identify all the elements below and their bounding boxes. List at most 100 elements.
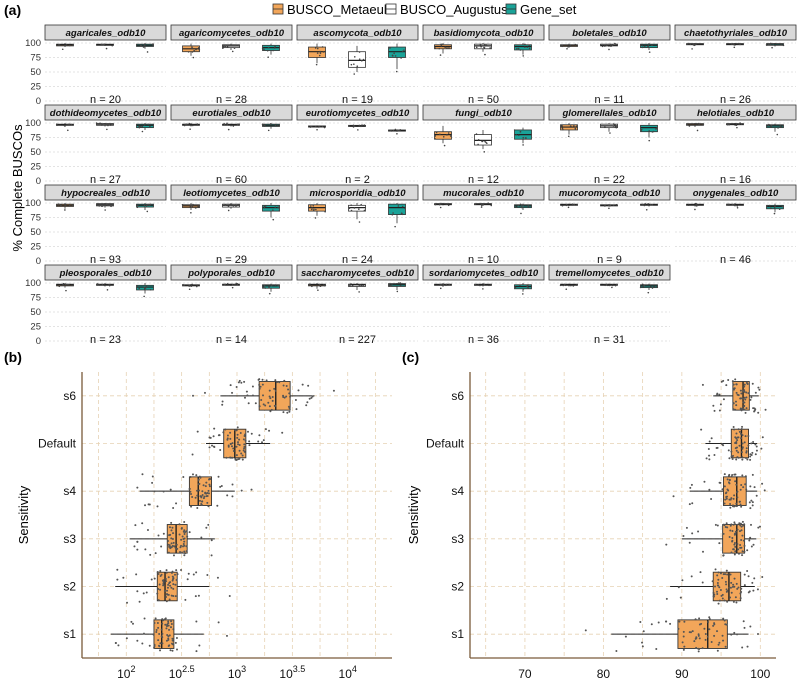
data-point bbox=[250, 488, 253, 491]
facet-strip bbox=[170, 104, 293, 121]
data-point bbox=[156, 571, 159, 574]
data-point bbox=[733, 43, 735, 46]
data-point bbox=[262, 403, 265, 406]
data-point bbox=[694, 208, 696, 211]
data-point bbox=[203, 391, 206, 394]
data-point bbox=[394, 55, 397, 57]
y-tick-label: 0 bbox=[36, 336, 41, 347]
y-tick-label: 0 bbox=[36, 96, 41, 107]
data-point bbox=[198, 489, 201, 492]
y-tick-label: s2 bbox=[63, 580, 76, 594]
data-point bbox=[746, 382, 749, 385]
data-point bbox=[722, 617, 725, 620]
data-point bbox=[739, 43, 741, 46]
data-point bbox=[489, 284, 492, 286]
data-point bbox=[731, 474, 734, 477]
sample-count: n = 22 bbox=[594, 174, 625, 186]
data-point bbox=[612, 204, 615, 206]
data-point bbox=[188, 488, 191, 491]
data-point bbox=[665, 597, 668, 600]
data-point bbox=[734, 378, 737, 381]
data-point bbox=[358, 221, 361, 223]
data-point bbox=[717, 578, 720, 581]
data-point bbox=[749, 455, 752, 458]
data-point bbox=[205, 526, 208, 529]
data-point bbox=[155, 628, 158, 631]
data-point bbox=[283, 379, 286, 382]
data-point bbox=[349, 285, 351, 287]
data-point bbox=[200, 496, 203, 499]
data-point bbox=[440, 45, 443, 47]
data-point bbox=[736, 205, 739, 207]
data-point bbox=[446, 134, 448, 136]
x-tick-label: 90 bbox=[675, 667, 689, 681]
data-point bbox=[729, 596, 732, 599]
data-point bbox=[332, 389, 335, 392]
data-point bbox=[58, 203, 60, 206]
data-point bbox=[151, 481, 154, 484]
data-point bbox=[770, 207, 772, 210]
data-point bbox=[743, 441, 746, 444]
data-point bbox=[399, 282, 402, 284]
data-point bbox=[207, 523, 210, 526]
data-point bbox=[718, 586, 721, 589]
data-point bbox=[131, 622, 134, 625]
data-point bbox=[726, 600, 729, 603]
data-point bbox=[687, 42, 690, 45]
data-point bbox=[213, 427, 216, 430]
data-point bbox=[170, 620, 173, 623]
data-point bbox=[395, 70, 398, 73]
data-point bbox=[216, 576, 219, 579]
data-point bbox=[723, 619, 726, 622]
data-point bbox=[747, 575, 750, 578]
tick-base: 10 bbox=[339, 667, 353, 681]
y-tick-label: 75 bbox=[30, 293, 41, 304]
data-point bbox=[106, 289, 109, 291]
data-point bbox=[243, 443, 246, 446]
data-point bbox=[192, 394, 195, 397]
data-point bbox=[394, 128, 397, 131]
data-point bbox=[238, 438, 241, 441]
data-point bbox=[350, 283, 352, 285]
tick-exponent: 4 bbox=[352, 664, 357, 674]
data-point bbox=[653, 286, 655, 288]
data-point bbox=[168, 544, 171, 547]
data-point bbox=[706, 635, 709, 638]
data-point bbox=[732, 583, 735, 586]
data-point bbox=[769, 43, 772, 45]
data-point bbox=[206, 501, 209, 504]
data-point bbox=[236, 426, 239, 429]
data-point bbox=[231, 456, 234, 459]
data-point bbox=[515, 206, 518, 209]
data-point bbox=[157, 599, 160, 602]
data-point bbox=[771, 46, 773, 49]
data-point bbox=[244, 439, 247, 442]
data-point bbox=[109, 124, 112, 126]
data-point bbox=[68, 44, 71, 47]
data-point bbox=[211, 444, 214, 447]
data-point bbox=[730, 581, 733, 584]
data-point bbox=[563, 283, 566, 286]
data-point bbox=[273, 387, 276, 390]
data-point bbox=[289, 395, 292, 398]
data-point bbox=[740, 427, 743, 430]
data-point bbox=[191, 495, 194, 498]
data-point bbox=[168, 526, 171, 529]
data-point bbox=[236, 44, 238, 47]
data-point bbox=[736, 436, 739, 439]
box bbox=[514, 44, 532, 51]
data-point bbox=[614, 42, 616, 45]
sample-count: n = 50 bbox=[468, 94, 499, 106]
data-point bbox=[171, 642, 174, 645]
y-tick-label: 100 bbox=[25, 278, 41, 289]
data-point bbox=[318, 126, 321, 128]
facet: dothideomycetes_odb10 100 75 50 25 0 n = 27 bbox=[25, 104, 167, 187]
data-point bbox=[169, 626, 172, 629]
data-point bbox=[156, 621, 159, 624]
data-point bbox=[317, 289, 319, 291]
data-point bbox=[755, 445, 758, 448]
data-point bbox=[736, 523, 739, 526]
data-point bbox=[766, 204, 769, 207]
data-point bbox=[682, 648, 685, 651]
data-point bbox=[136, 486, 139, 489]
